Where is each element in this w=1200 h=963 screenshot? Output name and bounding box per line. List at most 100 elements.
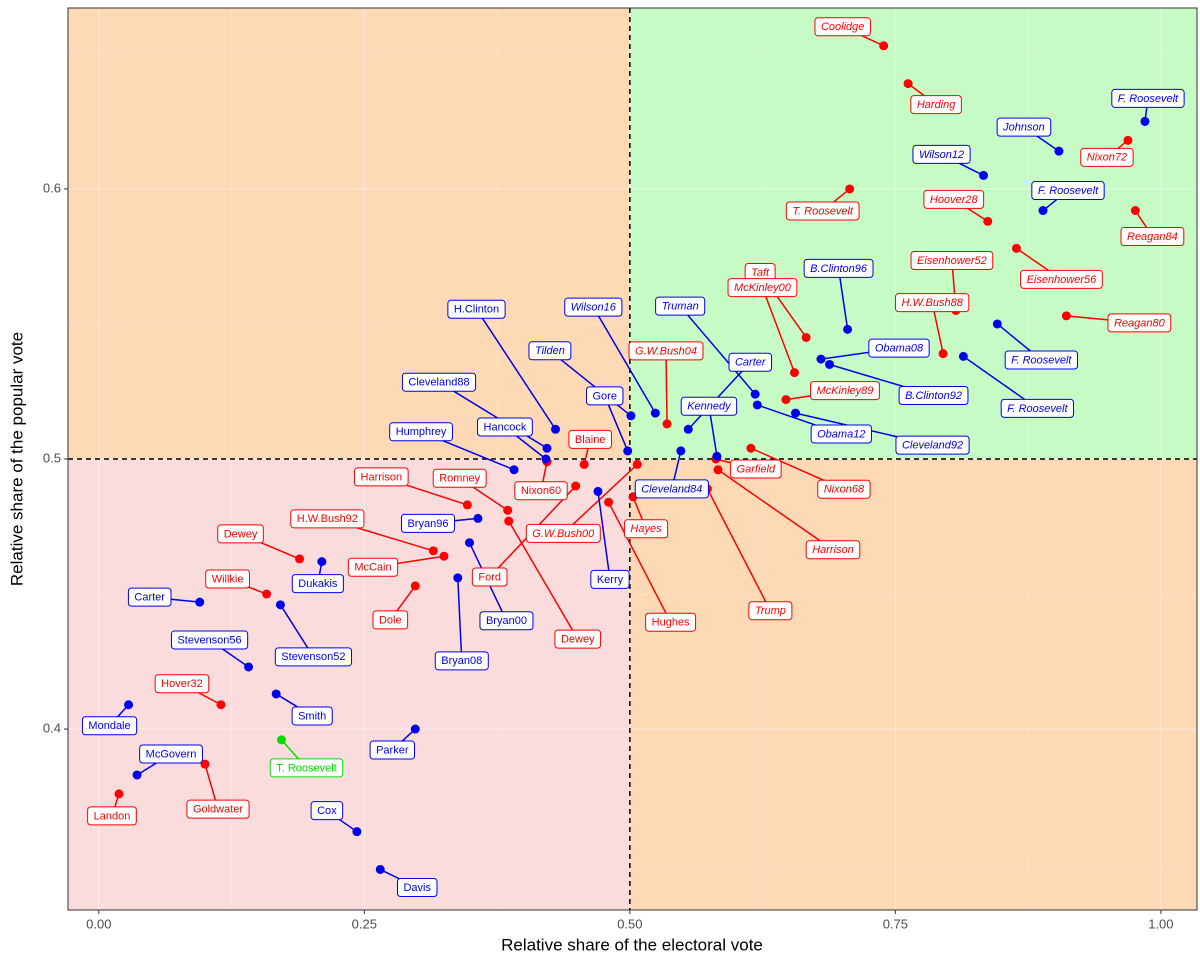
label-box [81, 716, 138, 736]
point-label: Smith [291, 706, 333, 726]
label-text: Stevenson52 [281, 651, 345, 663]
label-box [585, 386, 624, 406]
label-text: Mondale [88, 720, 130, 732]
label-text: Hayes [630, 523, 662, 535]
point [623, 446, 633, 456]
point-label: B.Clinton96 [803, 258, 874, 278]
label-box [186, 799, 250, 819]
point-label: Garfield [730, 459, 782, 479]
label-text: Truman [662, 301, 699, 313]
label-text: Reagan84 [1127, 231, 1178, 243]
label-text: Harrison [812, 544, 854, 556]
point-label: Dukakis [291, 574, 344, 594]
point [983, 216, 993, 226]
point-label: Goldwater [186, 799, 250, 819]
label-leader [457, 577, 463, 661]
point-label: Carter [728, 352, 773, 372]
point [746, 443, 756, 453]
point-label: Bryan08 [434, 651, 489, 671]
label-text: Goldwater [193, 804, 243, 816]
point-label: Hayes [623, 519, 669, 539]
point-label: Cleveland88 [401, 372, 477, 392]
point [271, 689, 281, 699]
label-text: F. Roosevelt [1038, 185, 1099, 197]
point [410, 581, 420, 591]
point-label: Willkie [205, 569, 251, 589]
point [571, 481, 581, 491]
label-box [525, 523, 601, 543]
label-box [170, 630, 249, 650]
x-tick-label: 1.00 [1148, 916, 1173, 931]
point-label: McCain [347, 557, 399, 577]
point [1130, 206, 1140, 216]
label-text: Hancock [484, 421, 527, 433]
point [1038, 206, 1048, 216]
label-box [87, 806, 137, 826]
point-label: H.W.Bush88 [894, 293, 970, 313]
point [1140, 116, 1150, 126]
point [1054, 146, 1064, 156]
point-label: Obama12 [810, 424, 872, 444]
point-label: Hover32 [154, 674, 210, 694]
label-box [554, 629, 602, 649]
label-box [477, 417, 533, 437]
point [200, 759, 210, 769]
label-text: Coolidge [821, 21, 864, 33]
label-box [895, 435, 970, 455]
label-leader [665, 350, 668, 424]
label-text: T. Roosevelt [792, 205, 854, 217]
point [114, 789, 124, 799]
label-leader [597, 491, 611, 580]
label-box [274, 647, 353, 667]
point-label: McKinley89 [810, 381, 880, 401]
label-box [217, 524, 264, 544]
point-label: Romney [432, 468, 487, 488]
point [509, 465, 519, 475]
label-box [290, 509, 365, 529]
point-label: Reagan80 [1107, 313, 1172, 333]
point [992, 319, 1002, 329]
label-text: T. Roosevelt [276, 762, 337, 774]
label-box [568, 429, 612, 449]
point [712, 451, 722, 461]
labels: Coolidge Harding Nixon72 T. Roosevelt Hoover… [81, 17, 1185, 897]
point [410, 724, 420, 734]
label-box [898, 385, 969, 405]
point-label: McGovern [139, 744, 203, 764]
point [439, 551, 449, 561]
point [262, 589, 272, 599]
point [632, 459, 642, 469]
point [473, 513, 483, 523]
point-label: Taft [744, 262, 776, 282]
point [979, 170, 989, 180]
label-text: Obama12 [817, 428, 865, 440]
point-label: Davis [396, 877, 438, 897]
point-label: Harrison [805, 540, 861, 560]
quadrant [629, 459, 1197, 910]
label-box [447, 299, 506, 319]
point [375, 864, 385, 874]
point-label: Cleveland92 [895, 435, 970, 455]
point-label: Landon [87, 806, 137, 826]
y-tick-label: 0.6 [43, 180, 61, 195]
label-box [291, 574, 344, 594]
label-text: Bryan08 [441, 655, 482, 667]
point-label: Kerry [590, 569, 630, 589]
label-text: B.Clinton92 [905, 390, 962, 402]
point-label: Kennedy [680, 396, 738, 416]
label-leader [592, 306, 656, 414]
label-text: Hoover28 [930, 194, 979, 206]
label-box [205, 569, 251, 589]
label-box [479, 611, 534, 631]
y-tick-label: 0.4 [43, 720, 61, 735]
point-label: Harding [910, 95, 962, 115]
quadrant [68, 8, 630, 459]
label-box [623, 519, 669, 539]
point-label: Hancock [477, 417, 533, 437]
label-box [748, 601, 793, 621]
point [1011, 243, 1021, 253]
label-box [730, 459, 782, 479]
point [938, 349, 948, 359]
label-text: Nixon72 [1087, 152, 1127, 164]
point-label: Nixon68 [817, 479, 871, 499]
